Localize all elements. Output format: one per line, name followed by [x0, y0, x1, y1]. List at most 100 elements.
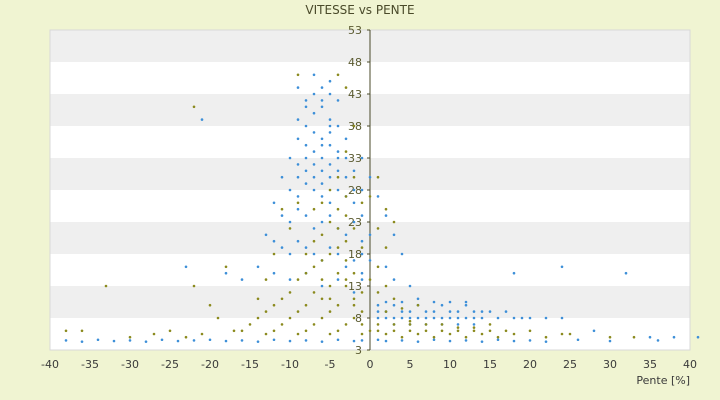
data-point	[184, 265, 188, 269]
data-point	[304, 99, 308, 102]
data-point	[304, 252, 308, 256]
x-tick-label: 35	[643, 358, 657, 371]
data-point	[368, 329, 372, 333]
data-point	[384, 265, 388, 269]
data-point	[296, 278, 300, 281]
y-tick-label: 3	[355, 344, 362, 357]
data-point	[440, 329, 444, 333]
data-point	[328, 175, 332, 179]
data-point	[280, 297, 284, 301]
x-tick-label: 0	[367, 358, 374, 371]
data-point	[544, 316, 548, 320]
data-point	[96, 338, 100, 342]
data-point	[280, 207, 284, 211]
data-point	[424, 323, 428, 326]
data-point	[336, 271, 340, 275]
data-point	[408, 316, 412, 320]
data-point	[312, 227, 316, 230]
y-tick-label: 48	[348, 56, 362, 69]
data-point	[368, 259, 372, 262]
x-tick-label: -20	[201, 358, 219, 371]
data-point	[328, 310, 332, 313]
data-point	[144, 340, 148, 343]
data-point	[344, 214, 348, 217]
data-point	[328, 297, 332, 301]
data-point	[360, 339, 364, 342]
data-point	[320, 156, 324, 160]
data-point	[256, 297, 260, 301]
data-point	[376, 329, 380, 333]
data-point	[432, 335, 436, 339]
data-point	[336, 303, 340, 307]
data-point	[328, 143, 332, 147]
data-point	[400, 335, 404, 339]
data-point	[320, 105, 324, 109]
data-point	[480, 332, 484, 336]
data-point	[480, 310, 484, 313]
y-tick-label: 53	[348, 24, 362, 37]
data-point	[336, 246, 340, 249]
data-point	[352, 291, 356, 294]
data-point	[344, 323, 348, 326]
data-point	[408, 319, 412, 323]
data-point	[392, 278, 396, 281]
data-point	[320, 316, 324, 320]
data-point	[408, 323, 412, 326]
data-point	[200, 332, 204, 336]
data-point	[336, 278, 340, 281]
data-point	[424, 329, 428, 333]
data-point	[376, 338, 380, 342]
data-point	[416, 316, 420, 320]
data-point	[368, 278, 372, 281]
data-point	[456, 316, 460, 320]
data-point	[336, 175, 340, 179]
data-point	[320, 201, 324, 205]
data-point	[344, 156, 348, 160]
data-point	[328, 214, 332, 217]
data-point	[360, 252, 364, 256]
data-point	[624, 271, 628, 275]
data-point	[408, 284, 412, 288]
data-point	[328, 220, 332, 224]
data-point	[352, 297, 356, 301]
data-point	[344, 86, 348, 89]
data-point	[312, 111, 316, 115]
data-point	[376, 195, 380, 198]
data-point	[360, 291, 364, 294]
data-point	[304, 214, 308, 217]
data-point	[272, 303, 276, 307]
data-point	[320, 297, 324, 301]
data-point	[448, 310, 452, 313]
data-point	[320, 137, 324, 141]
data-point	[560, 265, 564, 269]
data-point	[296, 118, 300, 121]
data-point	[544, 335, 548, 339]
data-point	[448, 332, 452, 336]
data-point	[192, 339, 196, 342]
data-point	[360, 201, 364, 205]
data-point	[496, 335, 500, 339]
data-point	[464, 303, 468, 307]
data-point	[304, 124, 308, 128]
data-point	[464, 335, 468, 339]
data-point	[192, 284, 196, 288]
data-point	[488, 323, 492, 326]
data-point	[384, 284, 388, 288]
data-point	[464, 300, 468, 304]
data-point	[352, 201, 356, 205]
x-tick-label: 20	[523, 358, 537, 371]
data-point	[560, 332, 564, 336]
data-point	[424, 316, 428, 320]
data-point	[360, 239, 364, 243]
data-point	[216, 316, 220, 320]
data-point	[304, 156, 308, 160]
data-point	[344, 195, 348, 198]
data-point	[128, 339, 132, 342]
data-point	[384, 300, 388, 304]
data-point	[368, 233, 372, 237]
data-point	[208, 338, 212, 342]
data-point	[448, 316, 452, 320]
data-point	[288, 316, 292, 320]
data-point	[392, 297, 396, 301]
data-point	[168, 329, 172, 333]
